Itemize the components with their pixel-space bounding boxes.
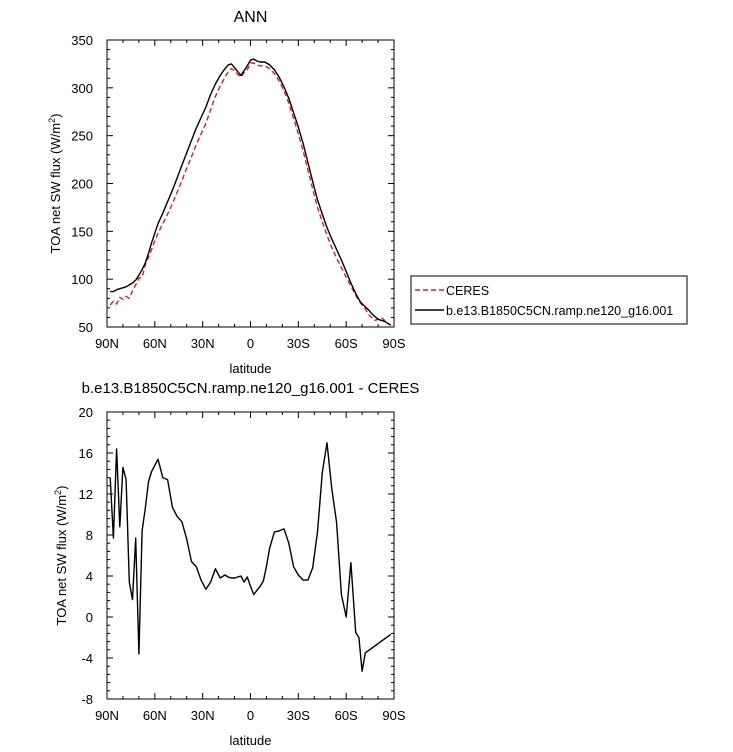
y-tick-label: 300 xyxy=(71,81,93,96)
legend-entry-0: CERES xyxy=(446,284,489,298)
y-axis-label-superscript: 2 xyxy=(53,490,63,495)
x-tick-label: 60N xyxy=(143,336,167,351)
series-line-0 xyxy=(109,62,392,326)
y-axis-label: TOA net SW flux (W/m2) xyxy=(53,486,69,626)
series-line-1 xyxy=(110,58,392,326)
panel-ann: ANN 90N 60N 30N 0 30S 60S 90S 50 100 150 200 250 300 3… xyxy=(47,9,406,376)
y-tick-label: 350 xyxy=(71,33,93,48)
x-tick-label: 0 xyxy=(247,708,254,723)
legend-box xyxy=(410,275,688,325)
legend: CERES b.e13.B1850C5CN.ramp.ne120_g16.001 xyxy=(410,275,688,325)
x-tick-label: 60N xyxy=(143,708,167,723)
chart-title: b.e13.B1850C5CN.ramp.ne120_g16.001 - CER… xyxy=(82,380,420,397)
y-tick-label: 0 xyxy=(86,610,93,625)
plot-frame xyxy=(106,411,395,700)
y-tick-label: 200 xyxy=(71,177,93,192)
x-tick-label: 30N xyxy=(191,708,215,723)
panel-difference: b.e13.B1850C5CN.ramp.ne120_g16.001 - CER… xyxy=(53,380,419,748)
x-axis-label: latitude xyxy=(230,733,272,748)
y-tick-label: 16 xyxy=(79,446,93,461)
x-tick-label: 90N xyxy=(95,708,119,723)
x-tick-label: 30S xyxy=(287,336,310,351)
y-tick-label: 150 xyxy=(71,224,93,239)
x-tick-label: 30N xyxy=(191,336,215,351)
y-axis-label-superscript: 2 xyxy=(47,118,57,123)
y-axis-label-close: ) xyxy=(48,114,63,118)
y-tick-label: 100 xyxy=(71,272,93,287)
y-axis-label-main: TOA net SW flux (W/m xyxy=(54,495,69,626)
x-tick-label: 90N xyxy=(95,336,119,351)
x-tick-label: 0 xyxy=(247,336,254,351)
y-axis-label-main: TOA net SW flux (W/m xyxy=(48,123,63,254)
y-axis-label: TOA net SW flux (W/m2) xyxy=(47,114,63,254)
y-tick-label: 8 xyxy=(86,528,93,543)
y-tick-label: -4 xyxy=(81,651,93,666)
y-axis-label-close: ) xyxy=(54,486,69,490)
x-tick-label: 60S xyxy=(335,708,358,723)
x-tick-label: 60S xyxy=(335,336,358,351)
y-tick-label: 250 xyxy=(71,129,93,144)
y-tick-label: 50 xyxy=(79,320,93,335)
x-tick-label: 90S xyxy=(382,708,405,723)
y-tick-label: 20 xyxy=(79,405,93,420)
y-tick-label: -8 xyxy=(81,692,93,707)
x-axis-label: latitude xyxy=(230,361,272,376)
y-tick-label: 4 xyxy=(86,569,93,584)
x-tick-label: 30S xyxy=(287,708,310,723)
x-tick-label: 90S xyxy=(382,336,405,351)
chart-title: ANN xyxy=(234,9,268,26)
series-line-0 xyxy=(109,442,392,672)
y-tick-label: 12 xyxy=(79,487,93,502)
legend-entry-1: b.e13.B1850C5CN.ramp.ne120_g16.001 xyxy=(446,304,673,318)
